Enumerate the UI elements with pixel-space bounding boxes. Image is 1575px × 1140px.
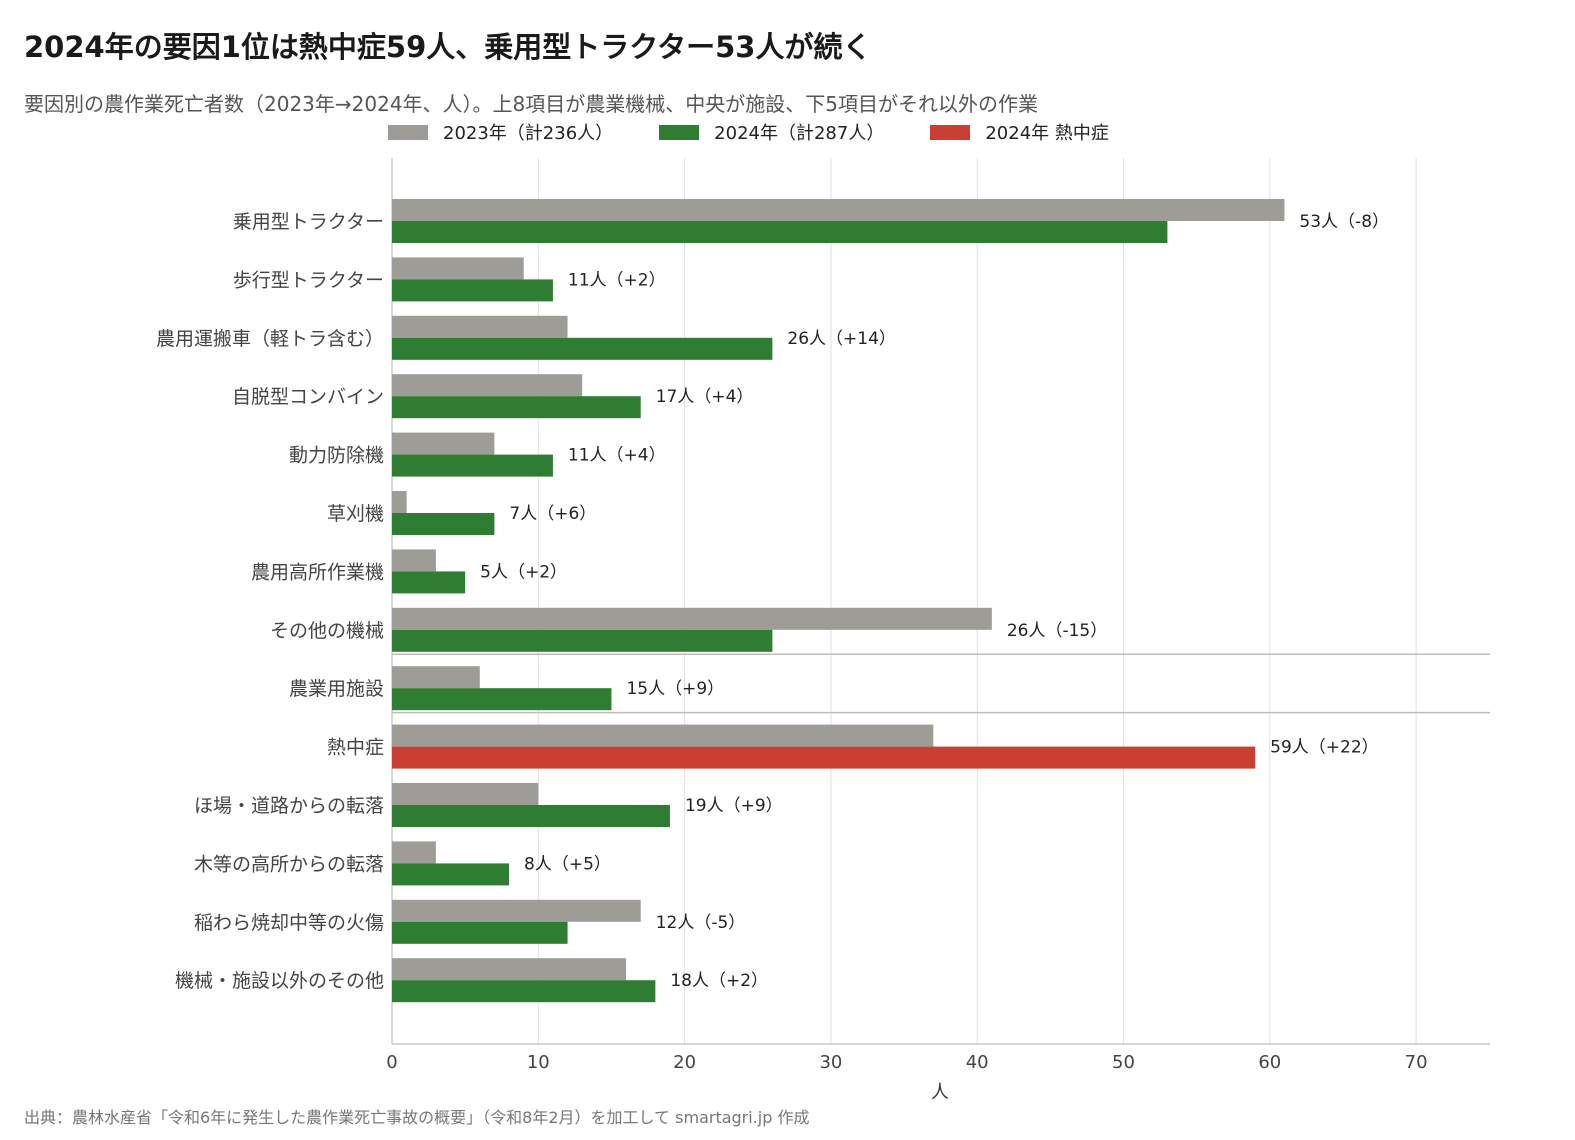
- legend-swatch-2023: [388, 124, 428, 140]
- bar-2023: [392, 315, 568, 338]
- category-label: 稲わら焼却中等の火傷: [194, 912, 384, 934]
- bar-2023: [392, 199, 1285, 221]
- x-tick-label-40: 40: [966, 1052, 989, 1073]
- data-label: 12人（-5）: [656, 913, 746, 933]
- x-tick-label-0: 0: [386, 1052, 397, 1073]
- legend-item-heatstroke: 2024年 熱中症: [930, 119, 1109, 145]
- category-label: 農用運搬車（軽トラ含む）: [156, 328, 384, 350]
- category-label: 農用高所作業機: [251, 561, 384, 583]
- bar-2023: [392, 899, 641, 922]
- bar-2024: [392, 863, 510, 886]
- data-label: 15人（+9）: [626, 679, 724, 699]
- legend-label-heatstroke: 2024年 熱中症: [985, 123, 1109, 144]
- legend-item-2024: 2024年（計287人）: [659, 119, 884, 145]
- x-tick-label-60: 60: [1258, 1052, 1281, 1073]
- bar-2023: [392, 257, 524, 280]
- category-label: 機械・施設以外のその他: [175, 970, 384, 992]
- legend-swatch-2024: [659, 124, 700, 140]
- bar-2024: [392, 805, 670, 827]
- chart-title: 2024年の要因1位は熱中症59人、乗用型トラクター53人が続く: [24, 30, 872, 64]
- data-label: 8人（+5）: [524, 854, 611, 874]
- category-label: ほ場・道路からの転落: [194, 795, 384, 817]
- legend-swatch-heatstroke: [930, 124, 971, 140]
- category-label: 草刈機: [327, 503, 384, 525]
- data-label: 7人（+6）: [509, 504, 596, 524]
- category-label: 動力防除機: [289, 445, 384, 467]
- bar-2024: [392, 513, 495, 535]
- category-label: 熱中症: [327, 737, 384, 759]
- bar-2024: [392, 688, 612, 711]
- bar-2023: [392, 841, 436, 864]
- bar-2023: [392, 549, 436, 572]
- data-label: 26人（+14）: [787, 329, 896, 349]
- bar-2023: [392, 958, 627, 981]
- bar-2024: [392, 629, 773, 652]
- bar-2024: [392, 279, 553, 302]
- data-label: 19人（+9）: [685, 796, 783, 816]
- data-label: 53人（-8）: [1299, 212, 1389, 232]
- category-label: 農業用施設: [289, 678, 384, 700]
- bar-2024: [392, 571, 466, 594]
- legend-label-2024: 2024年（計287人）: [714, 123, 885, 144]
- bar-2024: [392, 221, 1168, 243]
- bar-2023: [392, 724, 934, 747]
- category-label: 歩行型トラクター: [233, 269, 384, 291]
- category-label: 木等の高所からの転落: [194, 853, 384, 875]
- data-label: 5人（+2）: [480, 562, 567, 582]
- data-label: 26人（-15）: [1007, 621, 1107, 641]
- category-label: 自脱型コンバイン: [232, 386, 384, 408]
- legend-label-2023: 2023年（計236人）: [443, 123, 614, 144]
- bar-2023: [392, 432, 495, 455]
- x-tick-label-30: 30: [819, 1052, 842, 1073]
- bar-2023: [392, 783, 539, 805]
- bar-2023: [392, 491, 407, 513]
- data-label: 11人（+4）: [568, 446, 666, 466]
- x-tick-label-70: 70: [1405, 1052, 1428, 1073]
- chart-subtitle: 要因別の農作業死亡者数（2023年→2024年、人）。上8項目が農業機械、中央が…: [24, 92, 1039, 116]
- category-label: 乗用型トラクター: [233, 211, 384, 233]
- category-label: その他の機械: [270, 620, 384, 642]
- bar-2023: [392, 374, 583, 397]
- bar-2024: [392, 921, 568, 944]
- bar-2023: [392, 666, 480, 689]
- bar-2024: [392, 454, 553, 477]
- data-label: 18人（+2）: [670, 971, 768, 991]
- bar-2024: [392, 337, 773, 360]
- bar-2024: [392, 980, 656, 1003]
- data-label: 11人（+2）: [568, 270, 666, 290]
- x-axis-title: 人: [931, 1082, 949, 1103]
- x-tick-label-20: 20: [673, 1052, 696, 1073]
- source-note: 出典：農林水産省「令和6年に発生した農作業死亡事故の概要」（令和8年2月）を加工…: [24, 1108, 810, 1127]
- legend-item-2023: 2023年（計236人）: [388, 119, 613, 145]
- data-label: 59人（+22）: [1270, 738, 1379, 758]
- bar-2023: [392, 607, 992, 630]
- legend: 2023年（計236人） 2024年（計287人） 2024年 熱中症: [388, 118, 1155, 146]
- data-label: 17人（+4）: [656, 387, 754, 407]
- bar-2024-heatstroke: [392, 746, 1256, 769]
- bar-2024: [392, 396, 641, 419]
- x-tick-label-10: 10: [527, 1052, 550, 1073]
- x-tick-label-50: 50: [1112, 1052, 1135, 1073]
